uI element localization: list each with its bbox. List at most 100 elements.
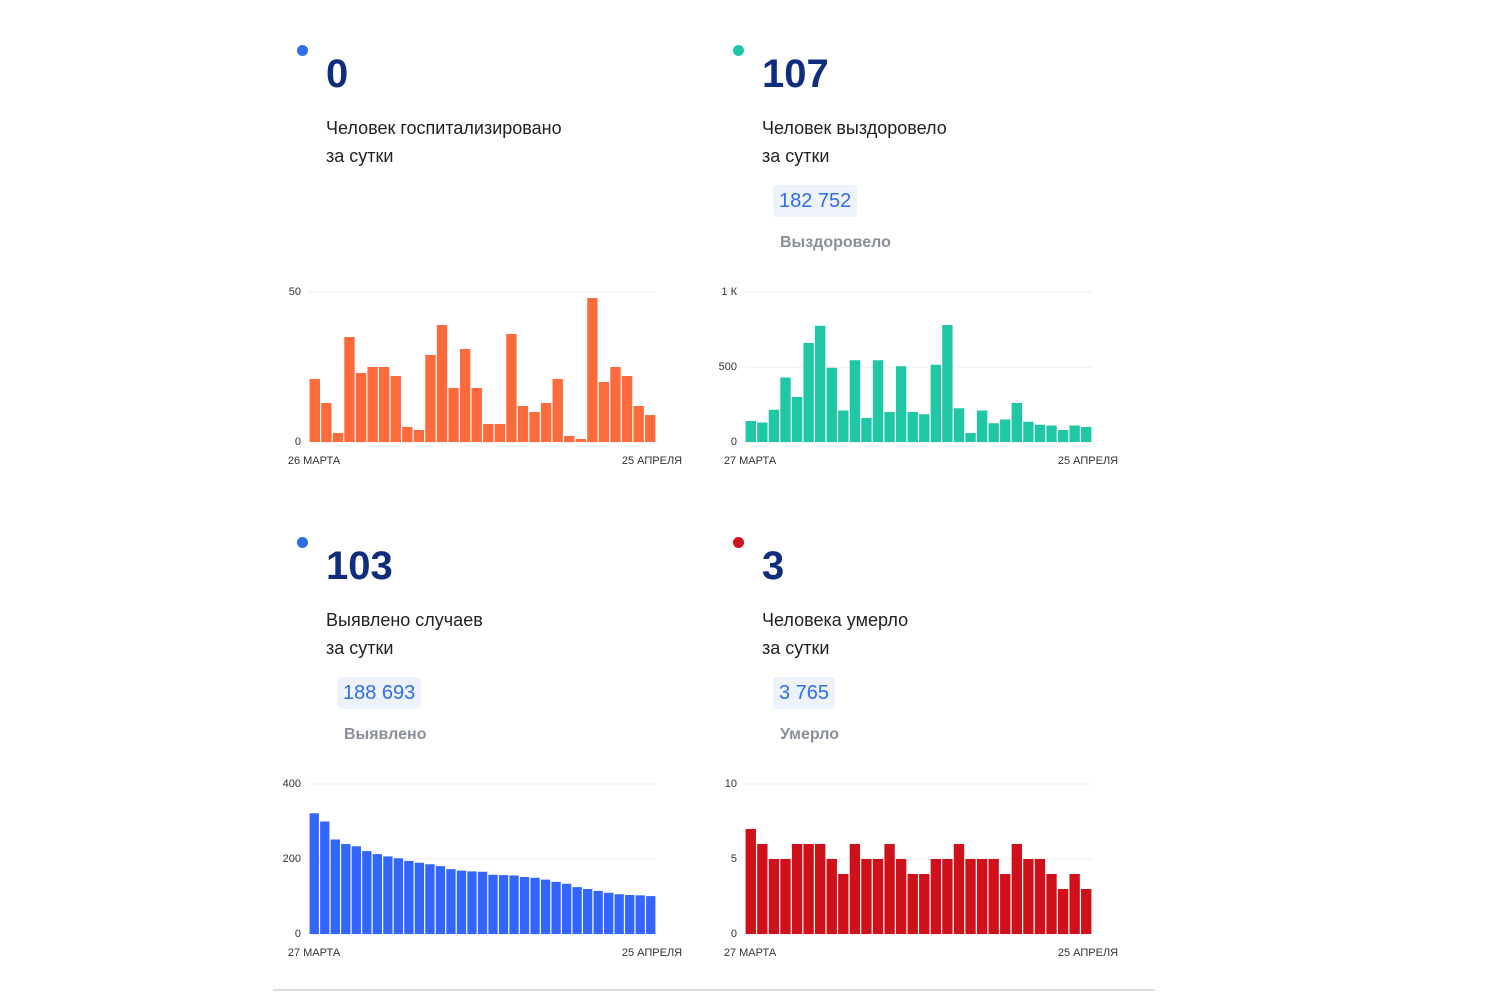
series-dot [733, 537, 744, 548]
bar [745, 829, 756, 934]
bar [861, 418, 872, 442]
bar [551, 881, 561, 934]
bar-chart: 0 50 26 МАРТА 25 АПРЕЛЯ [288, 286, 682, 467]
series-dot [297, 45, 308, 56]
bar [1069, 874, 1080, 934]
bar [838, 410, 849, 442]
series-dot [297, 537, 308, 548]
bar [344, 337, 355, 442]
card-hospitalized: 0 Человек госпитализировано за сутки 0 50… [288, 22, 727, 467]
bar [448, 388, 459, 442]
bar [561, 883, 572, 934]
bar [635, 895, 645, 934]
daily-label: Человека умерло за сутки [762, 606, 908, 662]
bar [425, 355, 436, 442]
bar [633, 406, 644, 442]
card-deaths: 3 Человека умерло за сутки 3 765 Умерло … [724, 514, 1163, 959]
bar [988, 859, 999, 934]
bar [953, 844, 965, 934]
bar-chart: 0 500 1 К 27 МАРТА 25 АПРЕЛЯ [719, 286, 1119, 467]
bar [872, 859, 884, 934]
total-badge: 188 693 [337, 677, 422, 709]
bar [1057, 889, 1069, 934]
bar [1011, 403, 1022, 442]
bar-chart: 0 200 400 27 МАРТА 25 АПРЕЛЯ [283, 778, 683, 959]
bar [575, 439, 586, 442]
bar [965, 433, 976, 442]
bar [625, 895, 635, 934]
y-tick-label: 0 [731, 928, 737, 940]
bar [976, 410, 988, 442]
bar [593, 890, 603, 934]
card-detected: 103 Выявлено случаев за сутки 188 693 Вы… [283, 514, 727, 959]
bar [587, 298, 598, 442]
bar [332, 433, 344, 442]
bar-chart: 0 5 10 27 МАРТА 25 АПРЕЛЯ [724, 778, 1118, 959]
label-line-2: за сутки [326, 638, 394, 658]
bar [861, 859, 872, 934]
bar [1057, 430, 1069, 442]
daily-value: 103 [326, 544, 393, 588]
bar [414, 862, 425, 934]
daily-value: 3 [762, 544, 785, 588]
bar [1046, 425, 1057, 442]
bar [1011, 844, 1022, 934]
bar [1000, 419, 1011, 442]
label-line-1: Человека умерло [762, 610, 909, 630]
bar [930, 364, 942, 442]
bar [1046, 874, 1057, 934]
bar [942, 325, 953, 442]
bar [976, 859, 988, 934]
bar [383, 856, 393, 934]
total-badge: 182 752 [773, 185, 858, 217]
bar [895, 366, 907, 442]
bar [467, 871, 477, 934]
bar [355, 373, 367, 442]
x-start-label: 27 МАРТА [724, 455, 777, 467]
bar [436, 325, 448, 442]
bar [930, 859, 942, 934]
bar [826, 859, 837, 934]
bar [1023, 421, 1034, 442]
daily-value: 0 [326, 52, 349, 96]
bar [330, 839, 340, 934]
bar [477, 871, 488, 934]
bar [309, 813, 319, 934]
daily-label: Человек выздоровело за сутки [762, 114, 947, 170]
label-line-2: за сутки [762, 638, 830, 658]
bar [582, 889, 593, 934]
bar [509, 875, 519, 934]
bar [498, 875, 509, 934]
y-tick-label: 400 [283, 778, 301, 790]
bottom-divider [273, 989, 1155, 991]
y-tick-label: 0 [731, 436, 737, 448]
bar [413, 430, 425, 442]
bar [838, 874, 849, 934]
total-caption: Выздоровело [780, 234, 891, 251]
y-tick-label: 0 [295, 928, 301, 940]
y-tick-label: 200 [283, 853, 301, 865]
bar [757, 422, 768, 442]
daily-label: Выявлено случаев за сутки [326, 606, 483, 662]
bar [884, 844, 895, 934]
bar [1069, 425, 1080, 442]
bar [988, 423, 999, 442]
bar [379, 367, 390, 442]
bar [1081, 889, 1092, 934]
bar [780, 859, 791, 934]
bar [803, 844, 814, 934]
bar [572, 887, 582, 934]
bar [953, 408, 965, 442]
label-line-1: Человек выздоровело [762, 118, 947, 138]
bar [494, 424, 506, 442]
bar [768, 859, 780, 934]
x-end-label: 25 АПРЕЛЯ [1058, 947, 1118, 959]
card-recovered: 107 Человек выздоровело за сутки 182 752… [719, 22, 1163, 467]
bar [393, 858, 404, 934]
bar [1000, 874, 1011, 934]
label-line-2: за сутки [326, 146, 394, 166]
bar [540, 879, 551, 934]
daily-label: Человек госпитализировано за сутки [326, 114, 562, 170]
y-tick-label: 500 [719, 361, 737, 373]
series-dot [733, 45, 744, 56]
